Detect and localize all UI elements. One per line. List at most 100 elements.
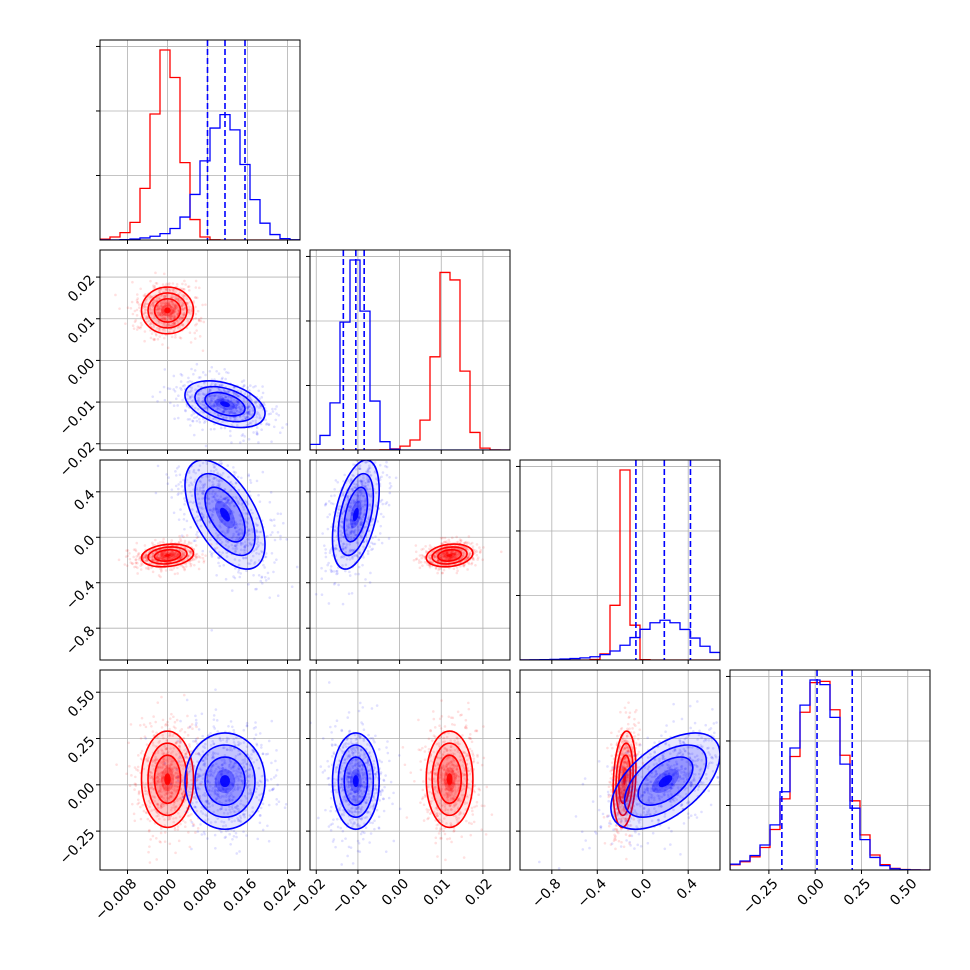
scatter-point [201, 556, 205, 560]
scatter-point [176, 553, 180, 556]
scatter-point [229, 409, 233, 413]
scatter-point [243, 499, 247, 503]
scatter-point [360, 481, 364, 484]
scatter-point [428, 556, 431, 560]
scatter-point [219, 426, 223, 430]
scatter-point [223, 367, 226, 371]
scatter-point [225, 416, 228, 419]
scatter-point [194, 317, 198, 320]
scatter-point [136, 554, 140, 557]
scatter-point [172, 715, 175, 719]
scatter-point [169, 752, 173, 755]
scatter-point [165, 792, 169, 795]
scatter-point [434, 567, 438, 570]
scatter-point [154, 281, 158, 285]
scatter-point [245, 569, 248, 573]
scatter-point [247, 412, 251, 416]
scatter-point [163, 329, 167, 332]
scatter-point [149, 329, 152, 332]
scatter-point [172, 322, 175, 326]
scatter-point [139, 751, 143, 755]
scatter-point [450, 556, 454, 559]
scatter-point [453, 554, 456, 558]
scatter-point [469, 542, 472, 546]
scatter-point [249, 384, 252, 387]
scatter-point [180, 304, 184, 308]
scatter-point [361, 483, 364, 486]
scatter-point [161, 805, 164, 809]
scatter-point [199, 480, 202, 484]
scatter-point [190, 394, 194, 397]
scatter-point [208, 550, 212, 553]
scatter-point [234, 520, 237, 523]
scatter-point [216, 413, 220, 416]
scatter-point [150, 311, 154, 315]
scatter-point [176, 828, 180, 831]
scatter-point [194, 555, 198, 559]
scatter-point [233, 418, 236, 422]
scatter-point [444, 558, 447, 561]
scatter-point [360, 518, 363, 521]
scatter-point [188, 762, 192, 765]
scatter-point [215, 762, 218, 766]
scatter-point [228, 765, 231, 769]
scatter-point [162, 804, 166, 808]
scatter-point [195, 454, 198, 457]
scatter-point [374, 477, 378, 481]
scatter-point [183, 568, 186, 572]
scatter-point [189, 481, 193, 485]
scatter-point [369, 444, 372, 447]
scatter-point [385, 501, 389, 504]
scatter-point [197, 384, 200, 388]
scatter-point [158, 327, 162, 330]
scatter-point [346, 479, 350, 482]
scatter-point [361, 484, 364, 487]
scatter-point [349, 501, 353, 504]
scatter-point [274, 407, 277, 411]
scatter-point [138, 556, 142, 559]
scatter-point [188, 743, 191, 746]
scatter-point [195, 329, 198, 332]
scatter-point [339, 539, 343, 543]
scatter-point [364, 525, 368, 529]
scatter-point [161, 552, 165, 555]
scatter-point [255, 479, 259, 483]
scatter-point [148, 323, 152, 326]
scatter-point [438, 554, 442, 558]
scatter-point [274, 418, 278, 422]
scatter-point [234, 401, 237, 405]
scatter-point [159, 570, 163, 573]
scatter-point [189, 312, 192, 316]
scatter-point [168, 303, 171, 307]
scatter-point [212, 507, 216, 510]
scatter-point [347, 525, 351, 529]
scatter-point [350, 538, 353, 541]
scatter-point [352, 505, 356, 508]
scatter-point [363, 481, 366, 485]
scatter-point [453, 552, 456, 555]
scatter-point [159, 831, 163, 835]
scatter-point [345, 452, 348, 455]
scatter-point [127, 741, 130, 745]
scatter-point [420, 553, 424, 557]
scatter-point [194, 323, 197, 327]
scatter-point [254, 421, 258, 425]
scatter-point [182, 763, 186, 767]
scatter-point [128, 552, 131, 555]
scatter-point [156, 464, 160, 468]
scatter-point [222, 410, 226, 414]
scatter-point [248, 389, 251, 392]
scatter-point [372, 517, 375, 521]
scatter-point [254, 384, 257, 388]
scatter-point [366, 552, 370, 556]
scatter-point [213, 547, 217, 550]
panel-content [310, 250, 510, 450]
scatter-point [324, 555, 328, 559]
scatter-point [341, 542, 345, 546]
panel-content [117, 454, 299, 632]
scatter-point [226, 390, 229, 394]
scatter-point [352, 498, 356, 502]
scatter-point [210, 399, 213, 403]
scatter-point [246, 415, 249, 419]
scatter-point [326, 515, 329, 519]
